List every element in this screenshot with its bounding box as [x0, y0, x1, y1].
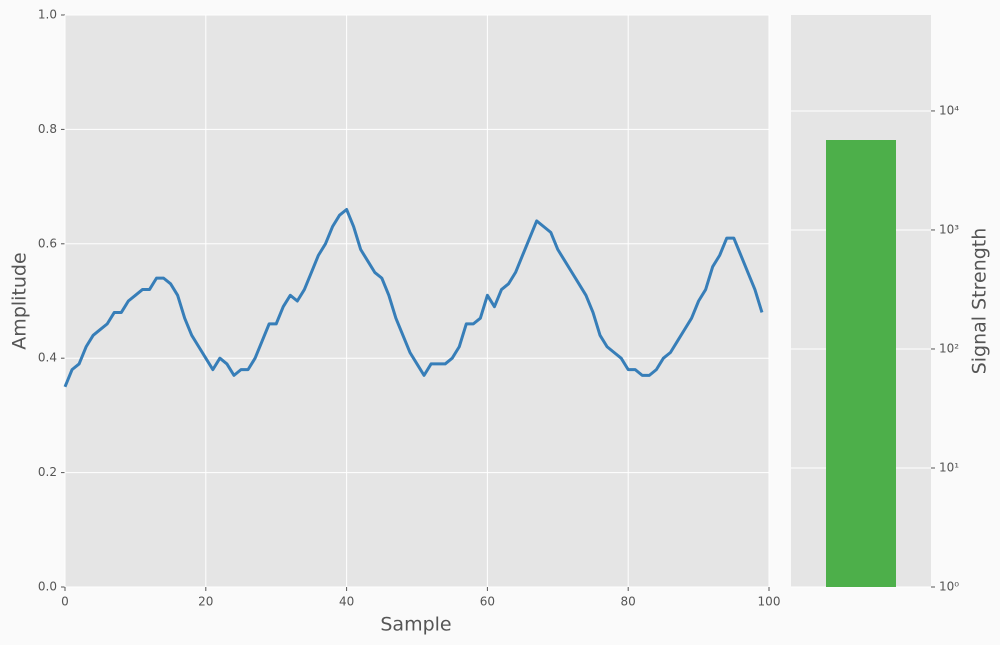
x-axis-label: Sample — [380, 614, 451, 636]
y-tick-label: 0.2 — [38, 465, 57, 479]
y-tick-label: 0.4 — [38, 351, 57, 365]
x-tick-label: 0 — [61, 595, 69, 609]
x-tick-label: 40 — [339, 595, 354, 609]
y-tick-label: 10⁰ — [939, 580, 959, 594]
y-tick-label: 1.0 — [38, 8, 57, 22]
y-tick-label: 0.0 — [38, 580, 57, 594]
y-tick-label: 0.8 — [38, 122, 57, 136]
y-tick-label: 10² — [939, 341, 959, 355]
y-tick-label: 10¹ — [939, 460, 959, 474]
data-line — [63, 207, 764, 388]
y-axis-label: Signal Strength — [969, 228, 991, 375]
x-tick-label: 80 — [621, 595, 636, 609]
x-tick-label: 100 — [758, 595, 781, 609]
y-tick-label: 0.6 — [38, 236, 57, 250]
y-tick-label: 10⁴ — [939, 103, 959, 117]
x-tick-label: 60 — [480, 595, 495, 609]
y-tick-label: 10³ — [939, 222, 959, 236]
y-axis-label: Amplitude — [9, 252, 31, 349]
x-tick-label: 20 — [198, 595, 213, 609]
plot-area — [65, 15, 769, 587]
bar — [826, 140, 896, 587]
